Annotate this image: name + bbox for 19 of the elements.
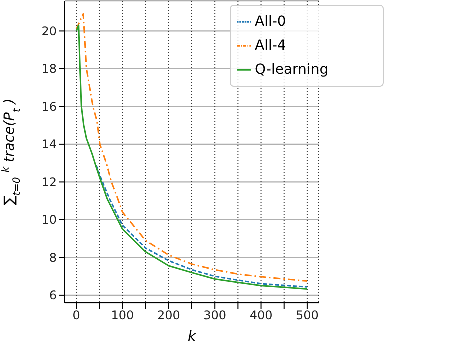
y-tick-label: 18: [42, 62, 57, 76]
legend-label: All-0: [255, 14, 286, 30]
line-series: [96, 164, 308, 288]
y-tick-label: 6: [49, 288, 57, 303]
x-tick-label: 100: [111, 308, 134, 323]
x-tick-label: 500: [296, 308, 319, 323]
x-tick-label: 300: [204, 308, 227, 323]
y-tick-label: 20: [42, 24, 57, 38]
legend-label: All-4: [255, 38, 286, 54]
legend-label: Q-learning: [255, 62, 329, 78]
y-tick-label: 16: [42, 100, 57, 114]
y-tick-label: 10: [42, 213, 57, 228]
y-tick-label: 14: [42, 138, 57, 152]
y-tick-label: 12: [42, 175, 57, 190]
x-tick-label: 0: [72, 308, 80, 323]
x-axis-title: k: [188, 328, 197, 345]
x-tick-label: 200: [157, 308, 180, 323]
y-tick-label: 8: [49, 250, 57, 265]
x-tick-label: 400: [250, 308, 273, 323]
